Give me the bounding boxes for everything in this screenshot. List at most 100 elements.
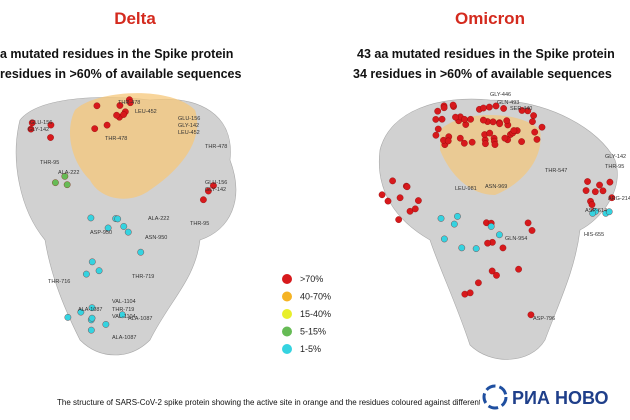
residue-dot xyxy=(589,209,596,217)
residue-dot xyxy=(95,267,103,275)
residue-dot xyxy=(47,134,54,141)
residue-dot xyxy=(458,244,466,252)
residue-dot xyxy=(588,201,596,208)
residue-dot xyxy=(91,125,99,132)
residue-dot xyxy=(608,194,616,202)
residue-dot xyxy=(491,141,499,148)
residue-dot xyxy=(449,101,457,109)
residue-dot xyxy=(456,134,464,142)
residue-dot xyxy=(87,214,95,222)
residue-dot xyxy=(472,245,480,252)
legend-swatch xyxy=(282,274,292,284)
legend-label: 40-70% xyxy=(300,292,331,302)
residue-label: GLY-142 xyxy=(605,154,626,160)
residue-dot xyxy=(480,104,487,112)
subtitle: 43 aa mutated residues in the Spike prot… xyxy=(357,47,615,61)
watermark: РИА НОВО xyxy=(512,388,609,408)
residue-label: THR-478 xyxy=(105,136,127,142)
residue-label: VAL-1104 xyxy=(112,314,136,320)
residue-dot xyxy=(126,99,134,107)
residue-label: ASN-950 xyxy=(145,235,167,241)
residue-dot xyxy=(454,213,461,220)
residue-dot xyxy=(93,102,101,110)
residue-dot xyxy=(487,223,495,230)
residue-dot xyxy=(88,304,96,312)
residue-dot xyxy=(468,138,476,146)
residue-dot xyxy=(501,134,509,142)
legend-label: >70% xyxy=(300,274,323,284)
residue-dot xyxy=(200,196,207,204)
active-site xyxy=(440,115,541,195)
residue-dot xyxy=(395,216,403,223)
residue-dot xyxy=(102,321,110,328)
residue-dot xyxy=(496,231,503,239)
residue-dot xyxy=(47,121,55,129)
residue-dot xyxy=(533,136,541,143)
residue-dot xyxy=(389,177,396,185)
residue-dot xyxy=(63,181,71,189)
residue-dot xyxy=(452,113,459,121)
residue-dot xyxy=(479,116,487,124)
subtitle: a mutated residues in the Spike protein xyxy=(0,47,233,61)
residue-label: THR-547 xyxy=(545,168,567,174)
legend-label: 5-15% xyxy=(300,327,326,337)
residue-label: LEU-452 xyxy=(178,130,200,136)
residue-dot xyxy=(113,111,120,119)
residue-dot xyxy=(378,191,386,199)
residue-dot xyxy=(205,187,212,195)
residue-dot xyxy=(482,140,489,148)
residue-dot xyxy=(493,271,500,279)
residue-dot xyxy=(432,116,440,123)
residue-dot xyxy=(529,118,536,125)
residue-dot xyxy=(88,314,96,322)
residue-dot xyxy=(475,279,482,287)
residue-label: VAL-1104 xyxy=(112,299,136,305)
residue-dot xyxy=(492,102,500,110)
residue-label: THR-719 xyxy=(132,274,154,280)
residue-dot xyxy=(120,223,128,230)
residue-label: ALA-1087 xyxy=(128,316,152,322)
residue-label: THR-478 xyxy=(118,100,140,106)
residue-dot xyxy=(210,182,217,189)
residue-label: ASN-969 xyxy=(485,184,507,190)
residue-dot xyxy=(444,137,452,145)
residue-dot xyxy=(591,188,599,196)
residue-label: ALA-222 xyxy=(58,170,79,176)
residue-dot xyxy=(440,104,448,112)
residue-dot xyxy=(496,120,503,128)
legend-swatch xyxy=(282,344,292,354)
residue-dot xyxy=(120,111,127,118)
residue-dot xyxy=(599,187,607,195)
residue-dot xyxy=(114,215,122,223)
residue-dot xyxy=(461,116,468,123)
residue-label: ASP-614 xyxy=(585,208,607,214)
residue-dot xyxy=(584,178,591,185)
residue-label: GLY-142 xyxy=(178,123,199,129)
residue-dot xyxy=(488,267,496,275)
subtitle: residues in >60% of available sequences xyxy=(0,67,241,81)
legend-label: 15-40% xyxy=(300,309,331,319)
residue-label: THR-95 xyxy=(190,221,209,227)
residue-dot xyxy=(530,112,537,119)
residue-dot xyxy=(437,215,445,222)
residue-label: ALA-1087 xyxy=(112,335,136,341)
residue-dot xyxy=(52,179,59,187)
residue-dot xyxy=(499,244,507,252)
residue-dot xyxy=(27,125,35,133)
legend-swatch xyxy=(282,291,292,302)
residue-dot xyxy=(83,270,90,278)
residue-dot xyxy=(528,227,536,234)
residue-dot xyxy=(489,118,497,126)
residue-dot xyxy=(438,115,446,123)
residue-dot xyxy=(466,289,474,297)
logo: РИА НОВО xyxy=(480,382,630,418)
residue-label: ALA-1087 xyxy=(78,307,102,313)
residue-dot xyxy=(467,115,474,123)
residue-dot xyxy=(104,224,112,232)
residue-dot xyxy=(538,123,546,131)
residue-label: GLN-493 xyxy=(497,100,519,106)
residue-dot xyxy=(411,205,419,213)
protein-structure xyxy=(378,98,618,360)
residue-label: THR-716 xyxy=(48,279,70,285)
panel-title: Delta xyxy=(114,9,156,28)
